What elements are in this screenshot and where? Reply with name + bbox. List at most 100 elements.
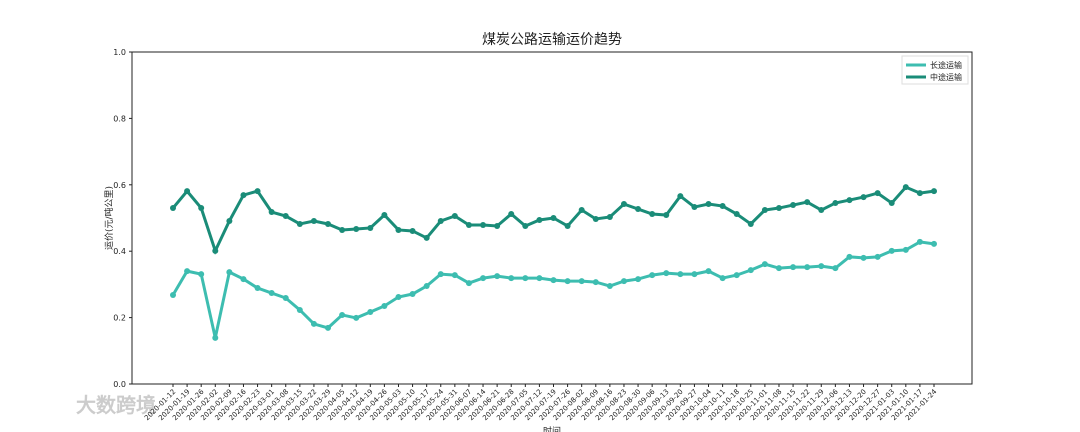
- data-point: [325, 220, 332, 227]
- legend-label: 中途运输: [930, 72, 962, 82]
- y-axis-label: 运价(元/吨公里): [103, 186, 115, 250]
- y-tick-label: 1.0: [113, 48, 126, 57]
- data-point: [381, 302, 388, 309]
- data-point: [747, 220, 754, 227]
- data-point: [733, 211, 740, 218]
- data-point: [465, 221, 472, 228]
- data-point: [212, 247, 219, 254]
- data-point: [677, 271, 684, 278]
- data-point: [931, 240, 937, 247]
- data-point: [367, 224, 374, 231]
- data-point: [635, 276, 642, 283]
- data-point: [649, 272, 656, 279]
- legend-label: 长途运输: [930, 60, 962, 70]
- data-point: [578, 278, 585, 285]
- data-point: [564, 278, 571, 285]
- data-point: [198, 205, 205, 212]
- data-point: [860, 194, 867, 201]
- data-point: [705, 201, 712, 208]
- data-point: [409, 227, 416, 234]
- y-tick-label: 0.0: [113, 380, 126, 389]
- data-point: [620, 201, 627, 208]
- y-tick-label: 0.8: [113, 114, 126, 123]
- data-point: [254, 188, 261, 195]
- data-point: [846, 253, 853, 260]
- data-point: [240, 192, 247, 199]
- data-point: [184, 188, 191, 195]
- data-point: [508, 275, 515, 282]
- data-point: [282, 295, 289, 302]
- data-point: [367, 308, 374, 315]
- chart-title: 煤炭公路运输运价趋势: [482, 32, 622, 48]
- data-point: [522, 275, 529, 282]
- data-point: [804, 199, 811, 206]
- data-point: [663, 212, 670, 219]
- data-point: [874, 190, 881, 197]
- data-point: [310, 217, 317, 224]
- data-point: [761, 261, 768, 268]
- data-point: [916, 190, 923, 197]
- data-point: [663, 270, 670, 277]
- data-point: [494, 273, 501, 280]
- data-point: [226, 269, 233, 276]
- data-point: [790, 264, 797, 271]
- data-point: [465, 280, 472, 287]
- data-point: [268, 209, 275, 216]
- data-point: [310, 320, 317, 327]
- data-point: [775, 205, 782, 212]
- data-point: [212, 334, 219, 341]
- data-point: [184, 268, 191, 275]
- data-point: [395, 294, 402, 301]
- data-point: [437, 271, 444, 278]
- series-line: [171, 240, 935, 339]
- x-axis-label: 时间: [543, 425, 561, 432]
- data-point: [705, 268, 712, 275]
- data-point: [339, 226, 346, 233]
- data-point: [846, 197, 853, 204]
- data-point: [902, 184, 909, 191]
- data-point: [691, 271, 698, 278]
- watermark: 大数跨境: [76, 393, 156, 417]
- data-point: [494, 222, 501, 229]
- data-point: [620, 278, 627, 285]
- data-point: [296, 220, 303, 227]
- data-point: [423, 283, 430, 290]
- data-point: [578, 207, 585, 214]
- legend-box: [901, 55, 969, 85]
- data-point: [592, 279, 599, 286]
- data-point: [508, 211, 515, 218]
- data-point: [606, 283, 613, 290]
- data-point: [677, 193, 684, 200]
- data-point: [550, 277, 557, 284]
- y-tick-label: 0.4: [113, 247, 126, 256]
- data-point: [860, 254, 867, 261]
- data-point: [592, 215, 599, 222]
- data-point: [268, 290, 275, 297]
- data-point: [931, 188, 937, 195]
- data-point: [198, 271, 205, 278]
- data-point: [437, 217, 444, 224]
- data-point: [240, 276, 247, 283]
- data-point: [296, 306, 303, 313]
- data-point: [747, 267, 754, 274]
- data-point: [550, 215, 557, 221]
- data-point: [254, 285, 261, 292]
- data-point: [874, 253, 881, 260]
- data-point: [719, 275, 726, 282]
- data-point: [902, 246, 909, 253]
- data-point: [480, 221, 487, 228]
- data-point: [325, 324, 332, 331]
- data-point: [832, 200, 839, 207]
- data-point: [649, 211, 656, 218]
- data-point: [409, 291, 416, 298]
- data-point: [790, 202, 797, 209]
- data-point: [832, 265, 839, 272]
- data-point: [804, 264, 811, 271]
- data-point: [395, 226, 402, 233]
- data-point: [480, 275, 487, 282]
- data-point: [226, 217, 233, 224]
- data-point: [888, 247, 895, 254]
- data-point: [423, 234, 430, 241]
- data-point: [536, 216, 543, 223]
